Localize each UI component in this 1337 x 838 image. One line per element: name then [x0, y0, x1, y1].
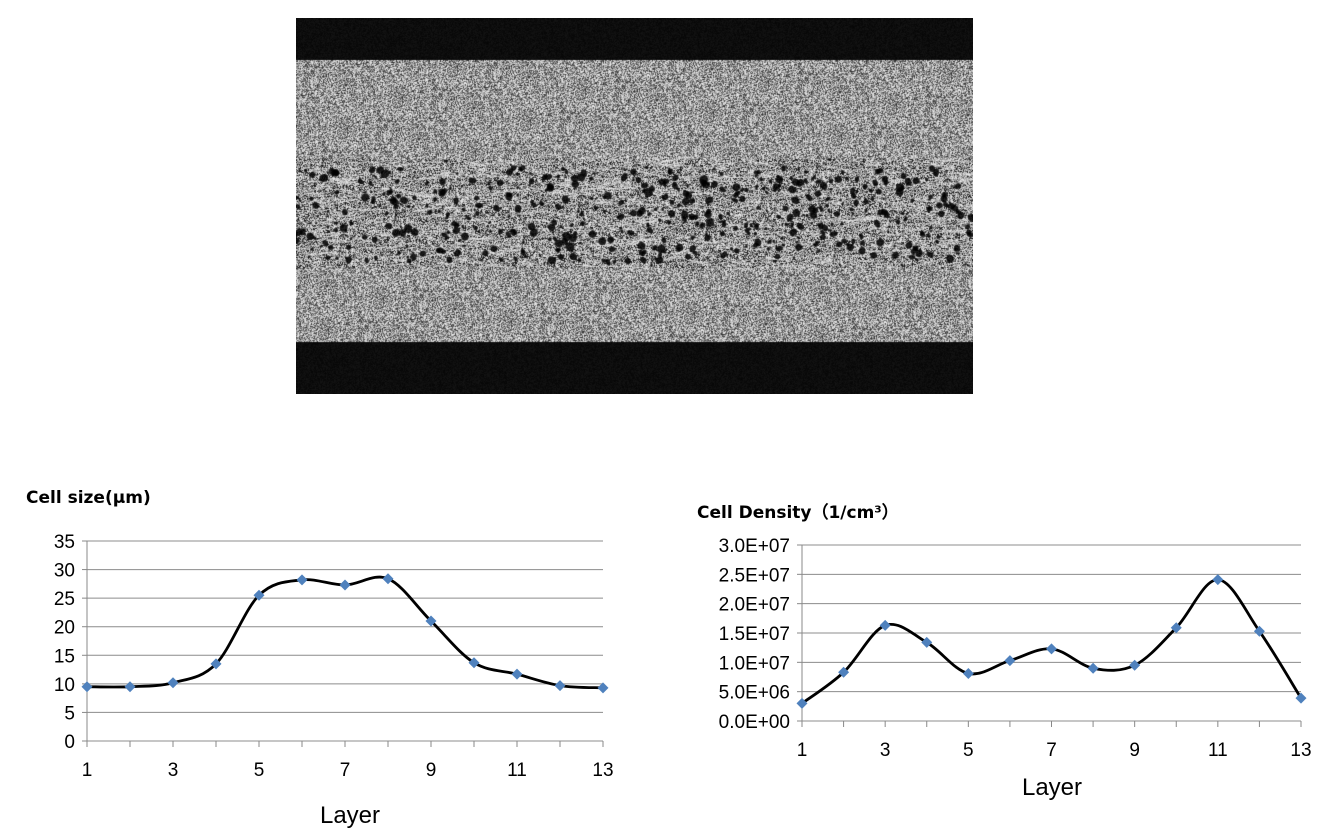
- cell-density-x-axis-label: Layer: [1022, 774, 1082, 801]
- cell-size-data-point: [81, 681, 93, 693]
- cell-size-x-tick-label: 5: [254, 760, 265, 781]
- cell-density-data-point: [1295, 692, 1307, 704]
- cell-size-data-point: [425, 615, 437, 627]
- cell-density-data-point: [1087, 662, 1099, 674]
- cell-size-y-tick-label: 35: [54, 532, 75, 553]
- cell-density-x-tick-label: 11: [1208, 740, 1228, 761]
- cell-density-y-tick-label: 3.0E+07: [719, 536, 790, 557]
- cell-density-y-tick-label: 0.0E+00: [719, 712, 790, 733]
- cell-size-data-point: [554, 680, 566, 692]
- cell-density-line: [801, 578, 1303, 705]
- cell-size-y-tick-label: 5: [64, 703, 75, 724]
- cell-size-y-tick-label: 10: [54, 675, 75, 696]
- cell-size-x-axis-label: Layer: [320, 802, 380, 829]
- cell-density-data-point: [1046, 643, 1057, 655]
- cell-density-data-point: [921, 636, 933, 648]
- cell-density-x-tick-label: 1: [797, 740, 808, 761]
- cell-size-data-point: [124, 681, 136, 693]
- cell-density-data-point: [1170, 622, 1182, 634]
- cell-density-y-tick-label: 1.5E+07: [719, 624, 790, 645]
- cell-density-x-tick-label: 9: [1129, 740, 1140, 761]
- cell-density-y-tick-label: 5.0E+06: [719, 683, 790, 704]
- cell-density-chart-title: Cell Density（1/cm³）: [697, 502, 899, 523]
- cell-density-data-point: [1004, 655, 1016, 667]
- cell-density-data-point: [838, 666, 850, 678]
- cell-size-x-tick-label: 13: [592, 760, 613, 781]
- cell-size-x-tick-label: 11: [507, 760, 527, 781]
- cell-size-x-tick-label: 1: [82, 760, 93, 781]
- cell-density-data-point: [1253, 625, 1265, 637]
- foam-micrograph: [296, 18, 973, 394]
- cell-size-data-point: [253, 589, 265, 601]
- cell-size-data-point: [468, 657, 480, 669]
- cell-density-y-tick-label: 2.0E+07: [719, 595, 790, 616]
- cell-density-data-point: [962, 667, 974, 679]
- cell-size-data-point: [382, 573, 394, 585]
- cell-density-x-tick-label: 3: [880, 740, 891, 761]
- cell-density-y-tick-label: 1.0E+07: [719, 653, 790, 674]
- cell-density-x-tick-label: 5: [963, 740, 974, 761]
- cell-size-data-point: [167, 677, 179, 689]
- cell-size-y-tick-label: 0: [64, 732, 75, 753]
- cell-size-x-tick-label: 9: [426, 760, 437, 781]
- cell-size-chart-title: Cell size(μm): [26, 488, 151, 508]
- cell-size-x-tick-label: 3: [168, 760, 179, 781]
- cell-size-data-point: [511, 668, 523, 680]
- cell-size-y-tick-label: 30: [54, 561, 75, 582]
- cell-density-data-point: [1129, 659, 1141, 671]
- cell-density-data-point: [879, 619, 891, 631]
- cell-density-data-point: [1212, 574, 1224, 586]
- cell-density-x-tick-label: 7: [1046, 740, 1057, 761]
- cell-size-x-tick-label: 7: [340, 760, 351, 781]
- cell-size-y-tick-label: 20: [54, 618, 75, 639]
- cell-size-data-point: [339, 579, 351, 591]
- cell-size-y-tick-label: 15: [54, 646, 75, 667]
- cell-density-y-tick-label: 2.5E+07: [719, 565, 790, 586]
- cell-size-data-point: [597, 682, 609, 694]
- cell-size-data-point: [210, 658, 222, 670]
- cell-size-data-point: [296, 574, 308, 586]
- cell-density-data-point: [796, 697, 808, 709]
- cell-density-x-tick-label: 13: [1290, 740, 1311, 761]
- cell-size-y-tick-label: 25: [54, 589, 75, 610]
